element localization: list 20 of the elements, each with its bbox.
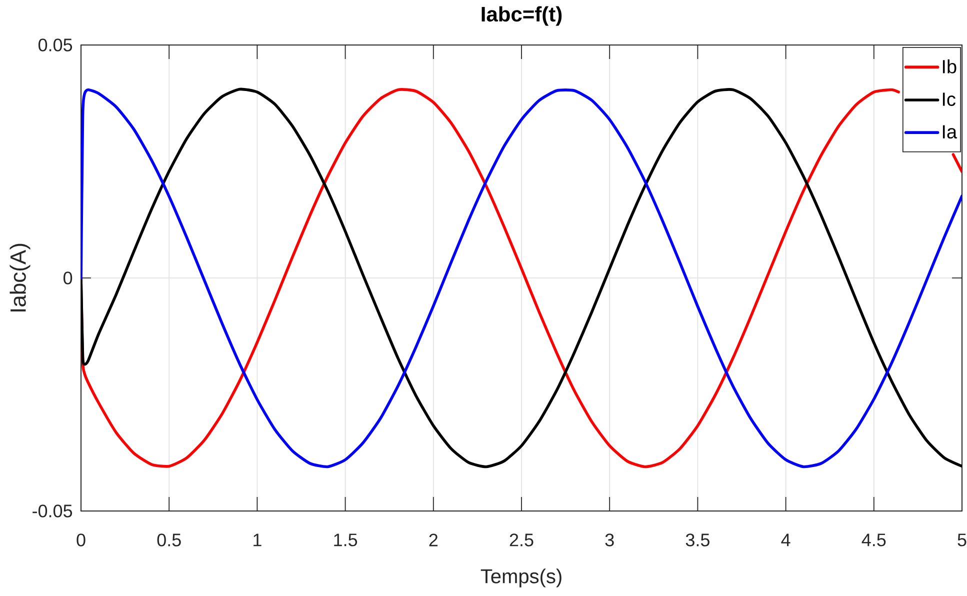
x-tick-label: 1.5 bbox=[334, 534, 358, 546]
x-tick-label: 4.5 bbox=[862, 534, 886, 546]
x-tick-label: 4 bbox=[781, 534, 790, 546]
x-tick-label: 3.5 bbox=[686, 534, 710, 546]
x-tick-label: 5 bbox=[958, 534, 966, 546]
x-tick-label: 0.5 bbox=[157, 534, 181, 546]
y-tick-label: 0.05 bbox=[38, 38, 72, 52]
x-tick-label: 3 bbox=[605, 534, 614, 546]
x-tick-label: 2 bbox=[429, 534, 438, 546]
x-tick-label: 0 bbox=[76, 534, 86, 546]
x-axis-title: Temps(s) bbox=[480, 568, 562, 588]
x-tick-label: 2.5 bbox=[510, 534, 534, 546]
chart-title: Iabc=f(t) bbox=[482, 6, 562, 26]
y-axis-title: Iabc(A) bbox=[10, 244, 30, 312]
legend-label: Ia bbox=[942, 125, 958, 139]
y-tick-label: 0 bbox=[64, 272, 72, 284]
y-tick-label: -0.05 bbox=[32, 504, 72, 518]
x-tick-label: 1 bbox=[254, 534, 262, 546]
legend-label: Ib bbox=[942, 59, 956, 74]
legend-label: Ic bbox=[942, 92, 956, 106]
